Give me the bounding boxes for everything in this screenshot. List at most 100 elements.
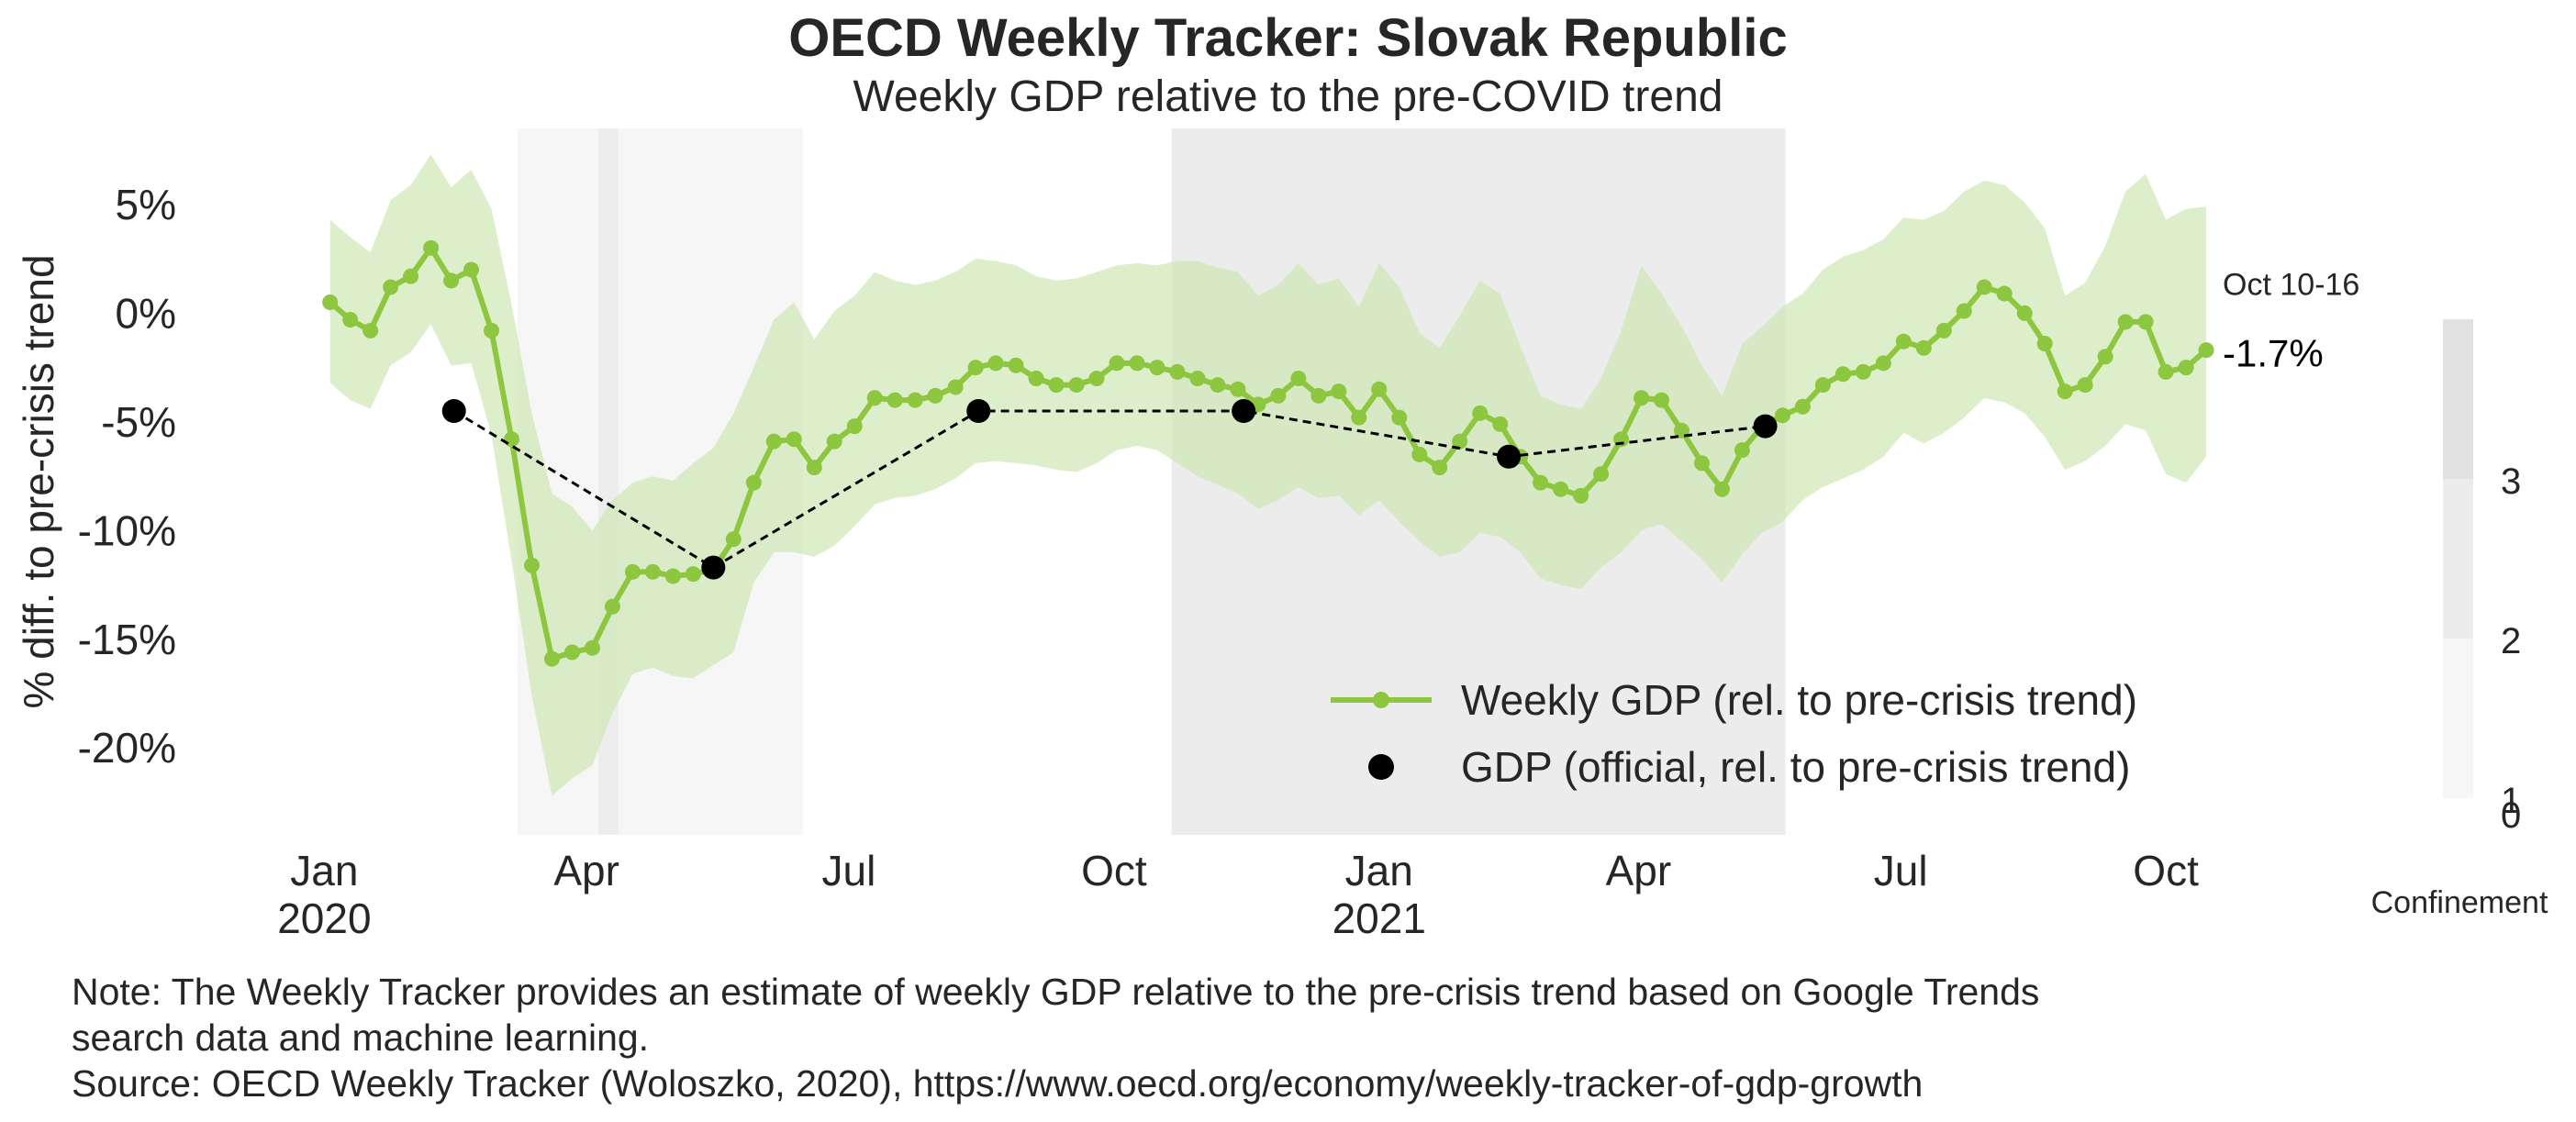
confinement-scale-label: Confinement xyxy=(2371,885,2548,920)
x-tick-label: Apr xyxy=(553,847,619,894)
chart-title: OECD Weekly Tracker: Slovak Republic xyxy=(788,8,1788,68)
weekly-gdp-point xyxy=(584,639,600,656)
y-tick-label: 5% xyxy=(116,181,176,228)
weekly-gdp-point xyxy=(362,322,379,339)
weekly-gdp-point xyxy=(1189,370,1206,386)
weekly-gdp-point xyxy=(484,322,500,339)
y-tick-label: -10% xyxy=(78,506,176,554)
y-tick-label: 0% xyxy=(116,289,176,337)
weekly-gdp-point xyxy=(1875,355,1891,372)
x-tick-label: Apr xyxy=(1606,847,1672,894)
weekly-gdp-point xyxy=(1693,455,1710,472)
weekly-gdp-point xyxy=(846,418,863,435)
weekly-gdp-point xyxy=(1129,355,1145,372)
weekly-gdp-point xyxy=(887,392,903,408)
last-period-label: Oct 10-16 xyxy=(2223,268,2359,303)
weekly-gdp-point xyxy=(1351,409,1367,426)
weekly-gdp-point xyxy=(685,566,701,583)
weekly-gdp-point xyxy=(1915,339,1932,356)
weekly-gdp-point xyxy=(1814,377,1831,394)
note-line-2: search data and machine learning. xyxy=(72,1016,650,1059)
y-tick-label: -15% xyxy=(78,616,176,663)
weekly-gdp-point xyxy=(947,379,964,395)
weekly-gdp-point xyxy=(1834,366,1851,383)
confinement-scale-step xyxy=(2443,479,2473,639)
weekly-gdp-point xyxy=(2198,342,2214,359)
confinement-scale-tick: 3 xyxy=(2501,461,2521,502)
weekly-gdp-point xyxy=(1492,416,1509,432)
weekly-gdp-point xyxy=(1613,431,1630,448)
weekly-gdp-point xyxy=(1734,442,1750,459)
weekly-gdp-point xyxy=(624,563,641,580)
confidence-band xyxy=(329,154,2207,796)
weekly-gdp-point xyxy=(463,261,480,278)
last-value-label: -1.7% xyxy=(2223,332,2324,375)
weekly-gdp-point xyxy=(1996,285,2013,302)
x-tick-year-label: 2021 xyxy=(1333,894,1426,942)
official-gdp-point xyxy=(1232,399,1256,423)
weekly-gdp-point xyxy=(786,431,802,448)
weekly-gdp-point xyxy=(1068,377,1085,394)
official-gdp-point xyxy=(1753,414,1778,439)
y-tick-label: -20% xyxy=(78,724,176,772)
weekly-gdp-point xyxy=(604,598,620,615)
weekly-gdp-point xyxy=(1230,381,1246,397)
weekly-gdp-point xyxy=(745,474,762,491)
weekly-gdp-point xyxy=(563,644,580,661)
weekly-gdp-point xyxy=(322,294,339,311)
confinement-scale-step xyxy=(2443,639,2473,798)
confinement-scale-tick: 2 xyxy=(2501,621,2521,661)
weekly-gdp-point xyxy=(1976,279,1992,295)
chart-subtitle: Weekly GDP relative to the pre-COVID tre… xyxy=(853,72,1723,121)
weekly-gdp-point xyxy=(1895,333,1912,350)
weekly-gdp-point xyxy=(725,531,742,548)
weekly-gdp-point xyxy=(504,431,520,448)
weekly-gdp-point xyxy=(1411,446,1428,462)
official-gdp-point xyxy=(701,555,726,580)
legend-weekly-gdp-label: Weekly GDP (rel. to pre-crisis trend) xyxy=(1461,676,2137,724)
weekly-gdp-point xyxy=(1310,387,1327,404)
weekly-gdp-point xyxy=(1935,322,1952,339)
official-gdp-point xyxy=(441,399,466,423)
weekly-gdp-point xyxy=(826,433,842,450)
weekly-gdp-point xyxy=(2097,349,2113,365)
official-gdp-line xyxy=(452,409,1766,570)
weekly-gdp-point xyxy=(403,268,419,284)
weekly-gdp-point xyxy=(543,650,560,667)
y-tick-label: -5% xyxy=(101,398,176,446)
weekly-gdp-point xyxy=(2137,314,2154,330)
weekly-gdp-point xyxy=(2117,314,2134,330)
weekly-gdp-point xyxy=(1553,481,1569,497)
weekly-gdp-point xyxy=(1391,409,1408,426)
legend-weekly-gdp-marker xyxy=(1373,692,1389,708)
weekly-gdp-point xyxy=(967,360,984,376)
weekly-gdp-point xyxy=(1109,355,1125,372)
note-line-1: Note: The Weekly Tracker provides an est… xyxy=(72,971,2040,1013)
weekly-gdp-point xyxy=(1432,460,1448,476)
confinement-scale-step xyxy=(2443,319,2473,479)
weekly-gdp-point xyxy=(423,239,440,256)
legend-official-gdp-label: GDP (official, rel. to pre-crisis trend) xyxy=(1461,743,2130,791)
weekly-gdp-point xyxy=(443,272,460,289)
weekly-gdp-point xyxy=(2077,377,2093,394)
weekly-gdp-point xyxy=(2158,363,2174,380)
weekly-gdp-point xyxy=(1452,433,1468,450)
x-tick-label: Oct xyxy=(1081,847,1147,894)
weekly-gdp-point xyxy=(1855,363,1871,380)
x-tick-label: Oct xyxy=(2133,847,2199,894)
weekly-gdp-point xyxy=(2178,360,2194,376)
y-axis-label: % diff. to pre-crisis trend xyxy=(15,254,62,708)
weekly-gdp-point xyxy=(383,279,399,295)
x-tick-label: Jul xyxy=(822,847,876,894)
weekly-gdp-point xyxy=(1472,405,1489,421)
weekly-gdp-point xyxy=(1713,481,1730,497)
weekly-gdp-point xyxy=(1008,357,1024,373)
x-tick-label: Jan xyxy=(1345,847,1413,894)
weekly-gdp-point xyxy=(1956,303,1972,319)
weekly-gdp-point xyxy=(1593,466,1610,483)
weekly-gdp-point xyxy=(1371,381,1388,397)
confinement-scale-tick: 0 xyxy=(2501,795,2521,836)
weekly-gdp-point xyxy=(2016,305,2033,321)
weekly-gdp-point xyxy=(1331,383,1347,400)
